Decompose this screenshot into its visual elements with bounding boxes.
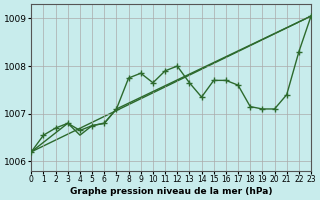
- X-axis label: Graphe pression niveau de la mer (hPa): Graphe pression niveau de la mer (hPa): [70, 187, 272, 196]
